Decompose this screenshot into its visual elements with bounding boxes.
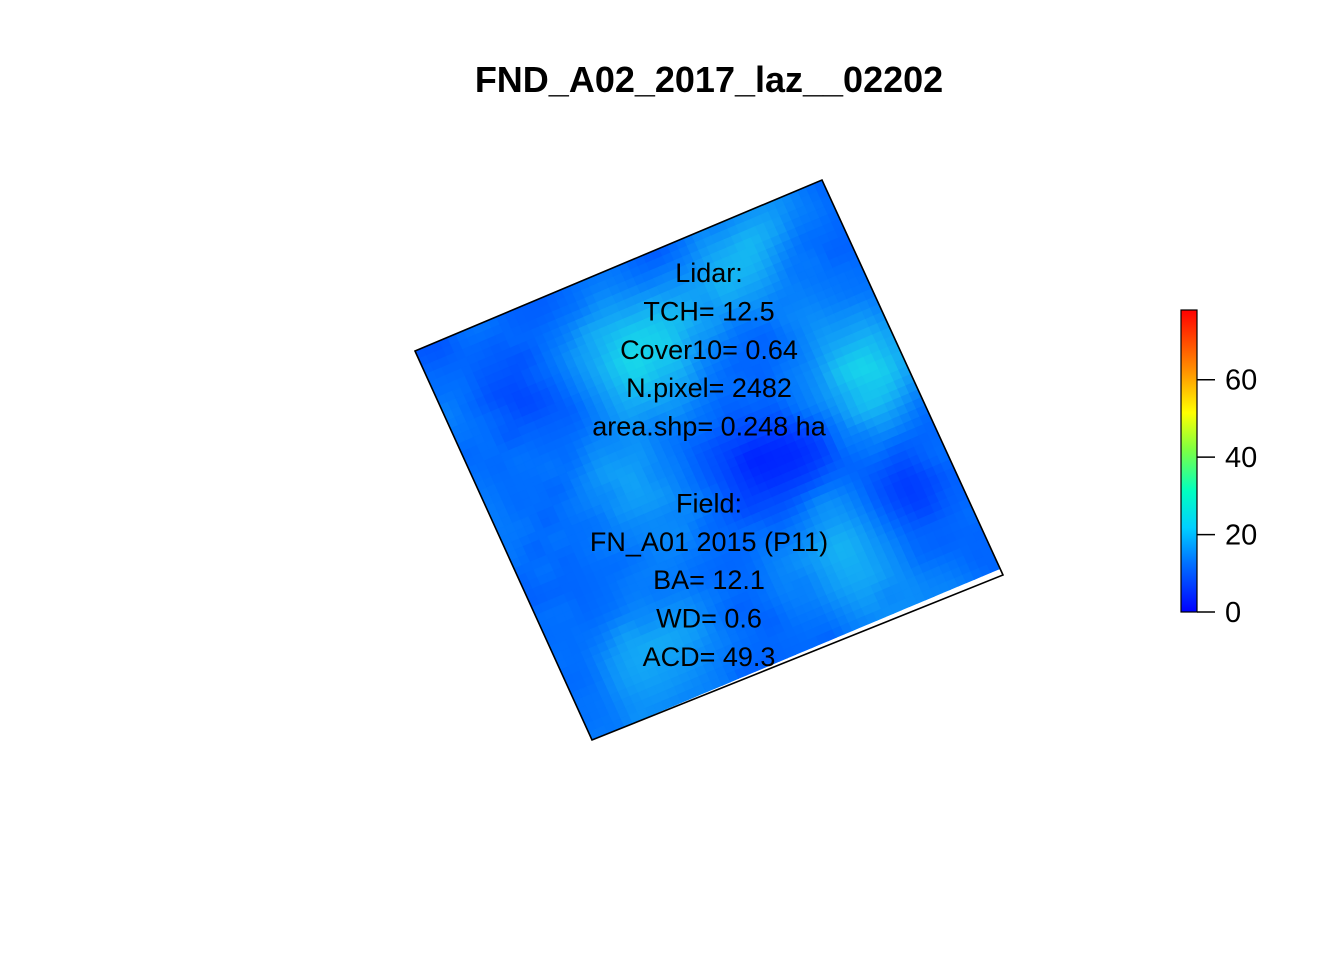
annotation-line: area.shp= 0.248 ha xyxy=(592,412,826,442)
annotation-line: Lidar: xyxy=(675,258,743,288)
annotation-line: Cover10= 0.64 xyxy=(620,335,798,365)
canopy-height-raster xyxy=(415,180,1000,740)
color-legend: 0 20 40 60 xyxy=(1180,309,1257,629)
colorbar-tick-label: 40 xyxy=(1225,442,1257,474)
chart-title: FND_A02_2017_laz__02202 xyxy=(475,59,943,100)
annotation-line: WD= 0.6 xyxy=(656,604,762,634)
annotation-line: ACD= 49.3 xyxy=(643,642,776,672)
annotation-line: BA= 12.1 xyxy=(653,565,765,595)
colorbar-ticks: 0 20 40 60 xyxy=(1197,365,1257,629)
annotation-line: N.pixel= 2482 xyxy=(626,373,792,403)
colorbar-tick-label: 60 xyxy=(1225,365,1257,397)
colorbar xyxy=(1180,309,1198,613)
colorbar-tick-label: 20 xyxy=(1225,520,1257,552)
annotation-line: FN_A01 2015 (P11) xyxy=(590,527,828,557)
annotation-line: Field: xyxy=(676,488,742,518)
annotation-line: TCH= 12.5 xyxy=(643,296,774,326)
colorbar-tick-label: 0 xyxy=(1225,597,1241,629)
